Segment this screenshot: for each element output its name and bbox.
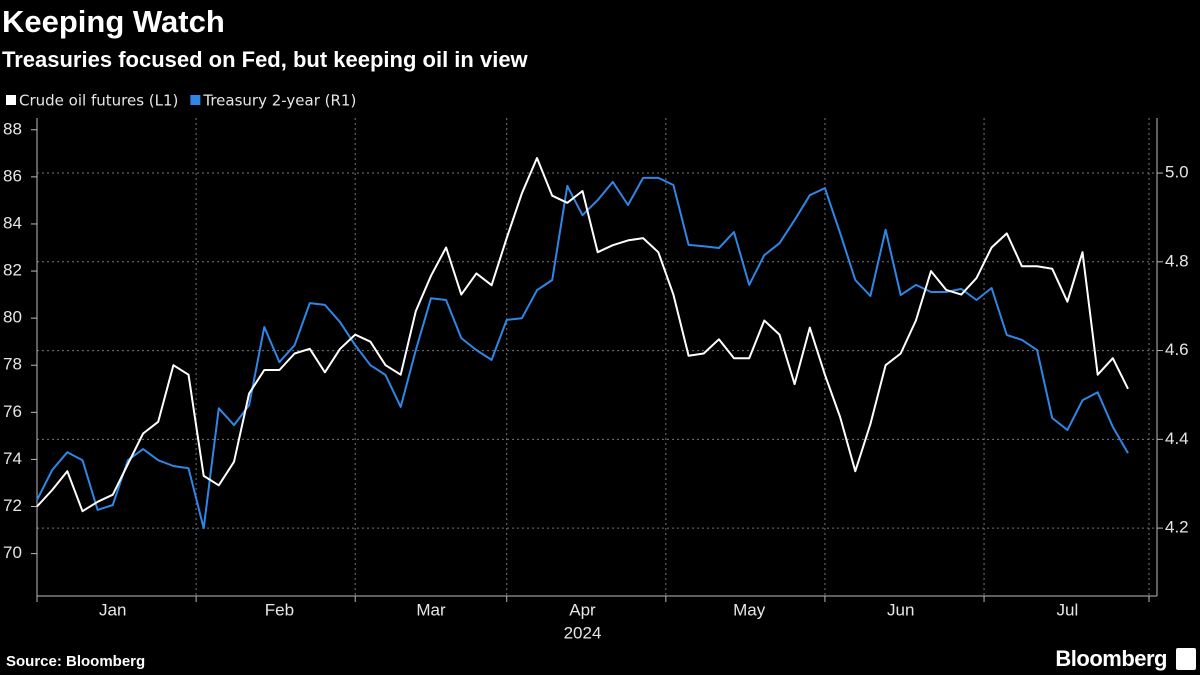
y-tick-label: 78 <box>3 355 22 374</box>
y2-tick-label: 4.8 <box>1165 251 1189 270</box>
y-tick-label: 86 <box>3 166 22 185</box>
y-tick-label: 74 <box>3 449 22 468</box>
y-tick-label: 88 <box>3 119 22 138</box>
y2-tick-label: 4.4 <box>1165 429 1189 448</box>
y2-tick-label: 4.6 <box>1165 340 1189 359</box>
x-axis-label: 2024 <box>564 623 602 642</box>
y2-tick-label: 4.2 <box>1165 518 1189 537</box>
chart-title: Keeping Watch <box>2 4 225 39</box>
legend-label: Crude oil futures (L1) <box>19 92 178 110</box>
source: Source: Bloomberg <box>6 653 145 670</box>
x-tick-label: May <box>733 600 766 619</box>
x-tick-label: Jan <box>99 600 126 619</box>
x-tick-label: Feb <box>265 600 294 619</box>
series-line <box>36 176 1129 530</box>
x-tick-label: Apr <box>569 600 596 619</box>
x-tick-label: Jun <box>887 600 914 619</box>
legend-label: Treasury 2-year (R1) <box>202 92 356 110</box>
y-tick-label: 70 <box>3 543 22 562</box>
y-tick-label: 82 <box>3 261 22 280</box>
y-tick-label: 84 <box>3 213 22 232</box>
legend-swatch <box>6 95 16 105</box>
y-tick-label: 76 <box>3 402 22 421</box>
legend-swatch <box>190 95 201 105</box>
chart-subtitle: Treasuries focused on Fed, but keeping o… <box>2 47 529 72</box>
x-tick-label: Mar <box>416 600 446 619</box>
logo-icon <box>1176 648 1196 670</box>
y2-tick-label: 5.0 <box>1165 163 1189 182</box>
y-tick-label: 80 <box>3 308 22 327</box>
logo: Bloomberg <box>1055 646 1167 671</box>
y-tick-label: 72 <box>3 496 22 515</box>
x-tick-label: Jul <box>1057 600 1079 619</box>
series-line <box>36 157 1129 513</box>
